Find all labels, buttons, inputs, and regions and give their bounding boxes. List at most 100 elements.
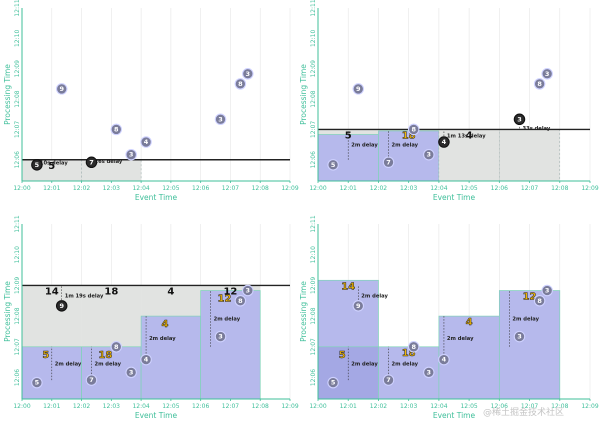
delay-label: 1m 13s delay — [447, 134, 486, 140]
data-point — [382, 156, 395, 169]
data-point-label: 3 — [218, 115, 223, 123]
data-point — [140, 353, 152, 366]
data-point-label: 4 — [144, 138, 149, 146]
data-point-label: 5 — [35, 161, 40, 169]
data-point — [242, 68, 254, 80]
y-tick-label: 12:09 — [14, 277, 21, 294]
y-tick-label: 12:11 — [310, 0, 317, 17]
data-point-label: 3 — [246, 287, 251, 295]
data-point-label: 3 — [517, 333, 522, 341]
data-point-label: 3 — [427, 151, 432, 159]
data-point — [242, 284, 254, 297]
data-point — [85, 156, 98, 169]
pane-sum: 12 — [223, 286, 237, 297]
y-tick-label: 12:08 — [310, 307, 317, 324]
data-point — [125, 366, 137, 379]
x-tick-label: 12:06 — [192, 185, 209, 192]
y-tick-label: 12:07 — [310, 338, 317, 355]
x-tick-label: 12:05 — [460, 185, 477, 192]
x-tick-label: 12:01 — [340, 185, 357, 192]
pane-pending — [499, 129, 561, 182]
x-tick-label: 12:09 — [281, 403, 298, 410]
y-tick-label: 12:08 — [14, 90, 21, 107]
y-tick-label: 12:09 — [310, 60, 317, 77]
x-tick-label: 12:08 — [252, 403, 269, 410]
data-point — [352, 300, 365, 312]
watermark-text: @稀土掘金技术社区 — [483, 408, 565, 418]
data-point-label: 4 — [144, 356, 149, 364]
x-tick-label: 12:01 — [340, 403, 357, 410]
pane-sub-sum: 4 — [161, 319, 168, 330]
y-tick-label: 12:11 — [14, 0, 21, 17]
x-tick-label: 12:06 — [491, 185, 508, 192]
y-axis-title: Processing Time — [299, 64, 308, 125]
y-tick-label: 12:09 — [14, 60, 21, 77]
data-point — [533, 78, 546, 90]
data-point — [110, 123, 123, 136]
data-point — [31, 376, 43, 389]
pane-pending — [81, 285, 142, 347]
y-tick-label: 12:09 — [310, 277, 317, 294]
data-point-label: 5 — [35, 379, 40, 387]
data-point-label: 3 — [129, 368, 134, 376]
x-tick-label: 12:03 — [400, 185, 417, 192]
x-tick-label: 12:04 — [430, 403, 447, 410]
x-tick-label: 12:03 — [103, 403, 120, 410]
pane-sum: 4 — [167, 286, 174, 297]
pane-pending — [22, 285, 82, 347]
data-point — [352, 83, 365, 95]
data-point — [541, 68, 553, 80]
data-point — [438, 353, 450, 366]
data-point — [423, 366, 435, 379]
x-tick-label: 12:01 — [43, 403, 60, 410]
data-point — [234, 78, 247, 90]
pane-sum: 12 — [523, 292, 537, 303]
pane-sub-sum: 12 — [218, 294, 232, 305]
x-tick-label: 12:07 — [222, 403, 239, 410]
data-point-label: 3 — [517, 115, 522, 123]
pane-sum: 5 — [48, 161, 55, 172]
x-tick-label: 12:09 — [581, 403, 598, 410]
data-point — [513, 113, 526, 126]
x-tick-label: 12:03 — [103, 185, 120, 192]
x-tick-label: 12:02 — [73, 403, 90, 410]
data-point — [407, 123, 420, 136]
pane-sum: 4 — [466, 130, 473, 141]
y-tick-label: 12:11 — [310, 215, 317, 232]
panel-top-right: 5 18 4 2m delay 2m delay 1m 13s delay 33s dela… — [299, 0, 599, 202]
delay-label: 2m delay — [512, 317, 539, 323]
delay-label: 2m delay — [351, 361, 378, 367]
x-axis-title: Event Time — [135, 411, 178, 420]
pane-sum: 14 — [45, 286, 59, 297]
x-tick-label: 12:06 — [491, 403, 508, 410]
y-tick-label: 12:06 — [14, 151, 21, 168]
pane-sum: 14 — [341, 281, 355, 292]
x-tick-label: 12:09 — [581, 185, 598, 192]
data-point-label: 3 — [427, 368, 432, 376]
x-tick-label: 12:08 — [551, 185, 568, 192]
data-point-label: 9 — [356, 85, 361, 93]
delay-label: 2m delay — [214, 317, 241, 323]
x-tick-label: 12:07 — [521, 185, 538, 192]
delay-label: 2m delay — [447, 336, 474, 342]
data-point-label: 9 — [59, 85, 64, 93]
x-tick-label: 12:00 — [309, 185, 326, 192]
data-point-label: 5 — [331, 161, 336, 169]
delay-label: 2m delay — [94, 361, 121, 367]
y-tick-label: 12:10 — [310, 30, 317, 47]
data-point — [214, 113, 227, 126]
data-point-label: 4 — [442, 356, 447, 364]
delay-label: 2m delay — [361, 294, 388, 300]
x-axis-title: Event Time — [433, 193, 476, 202]
pane-pending — [141, 285, 201, 317]
data-point — [125, 148, 137, 161]
data-point-label: 8 — [537, 80, 542, 88]
y-tick-label: 12:07 — [14, 121, 21, 138]
y-tick-label: 12:07 — [310, 121, 317, 138]
x-tick-label: 12:02 — [73, 185, 90, 192]
delay-label: 26s delay — [94, 159, 122, 165]
x-tick-label: 12:06 — [192, 403, 209, 410]
data-point-label: 9 — [356, 302, 361, 310]
delay-label: 2m delay — [149, 336, 176, 342]
x-tick-label: 12:04 — [132, 403, 149, 410]
